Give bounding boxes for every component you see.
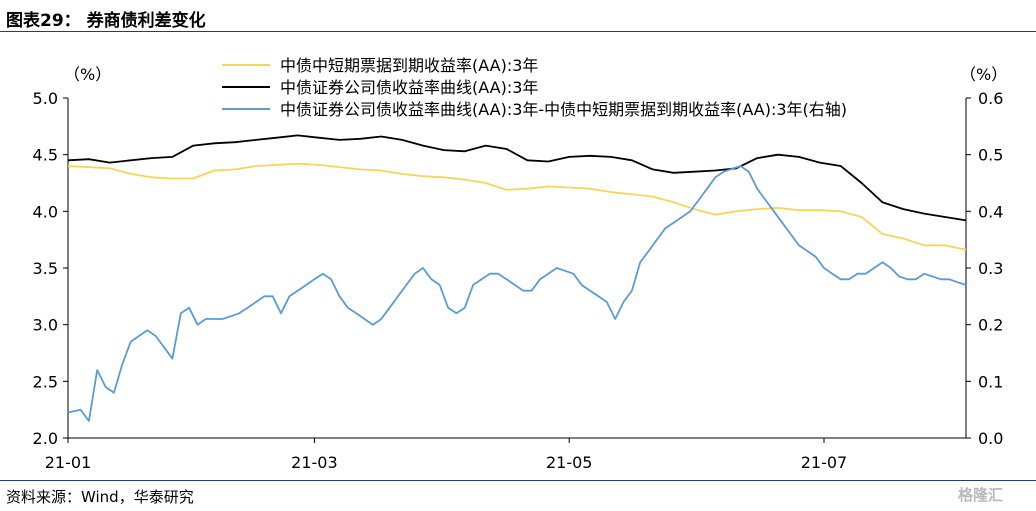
right-tick-label: 0.2 [978, 316, 1003, 335]
right-tick-label: 0.6 [978, 89, 1003, 108]
left-tick-label: 4.5 [33, 146, 58, 165]
chart-lines [67, 134, 967, 422]
right-tick-label: 0.3 [978, 259, 1003, 278]
top-rule [0, 31, 1036, 32]
left-tick-label: 5.0 [33, 89, 58, 108]
x-tick-label: 21-05 [546, 453, 593, 472]
watermark-logo: 格隆汇 [958, 486, 1004, 504]
left-tick-label: 2.0 [33, 429, 58, 448]
bottom-rule [0, 480, 1036, 481]
chart-axes: 2.0 2.5 3.0 3.5 4.0 4.5 5.0 0.0 0.1 0.2 0.3 0.4 0.5 0… [33, 89, 1004, 472]
x-tick-label: 21-07 [801, 453, 848, 472]
x-tick-label: 21-01 [45, 453, 92, 472]
left-tick-label: 3.5 [33, 259, 58, 278]
legend-label-1: 中债中短期票据到期收益率(AA):3年 [280, 56, 538, 75]
right-tick-label: 0.5 [978, 146, 1003, 165]
left-axis-unit: （%） [64, 65, 111, 84]
x-tick-label: 21-03 [291, 453, 338, 472]
series-line-3 [67, 165, 967, 422]
series-line-1 [67, 162, 967, 251]
right-tick-label: 0.1 [978, 372, 1003, 391]
legend-label-2: 中债证券公司债收益率曲线(AA):3年 [280, 78, 538, 97]
right-axis-unit: （%） [960, 65, 1007, 84]
left-tick-label: 3.0 [33, 316, 58, 335]
series-line-2 [67, 134, 967, 222]
legend-label-3: 中债证券公司债收益率曲线(AA):3年-中债中短期票据到期收益率(AA):3年(… [280, 100, 847, 119]
figure-title: 图表29： 券商债利差变化 [6, 11, 206, 31]
left-tick-label: 4.0 [33, 202, 58, 221]
right-tick-label: 0.4 [978, 202, 1003, 221]
legend: 中债中短期票据到期收益率(AA):3年中债证券公司债收益率曲线(AA):3年中债… [222, 56, 847, 119]
source-note: 资料来源：Wind，华泰研究 [6, 488, 194, 506]
right-tick-label: 0.0 [978, 429, 1003, 448]
left-tick-label: 2.5 [33, 372, 58, 391]
